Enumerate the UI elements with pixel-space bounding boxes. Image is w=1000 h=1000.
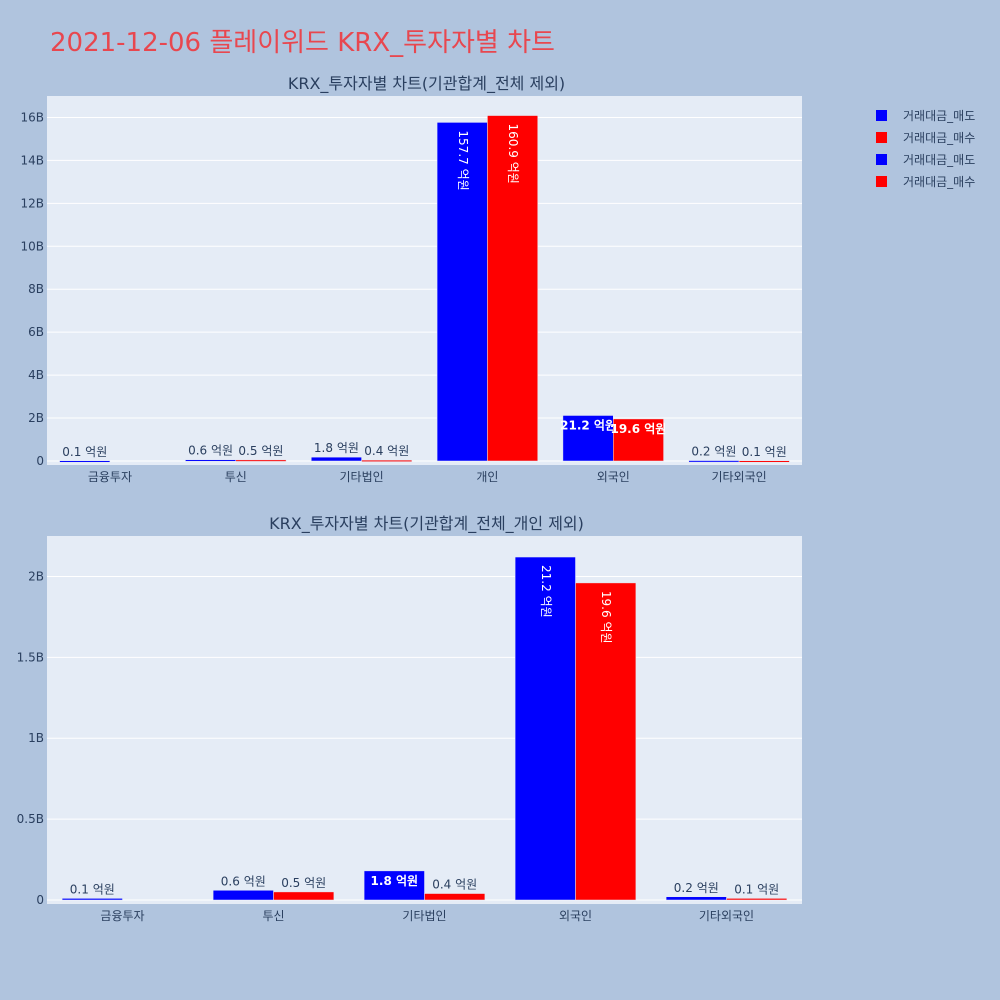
bar [487,115,538,462]
bar [424,893,486,901]
bar [59,460,111,463]
data-label: 21.2 억원 [539,565,553,618]
page-title: 2021-12-06 플레이위드 KRX_투자자별 차트 [50,28,555,58]
data-label: 1.8 억원 [314,441,359,455]
data-label: 160.9 억원 [506,124,520,184]
data-label: 157.7 억원 [456,130,470,190]
y-tick-label: 12B [20,196,44,210]
x-tick-label: 기타법인 [402,909,446,923]
bar [738,460,790,463]
x-tick-label: 금융투자 [100,909,144,923]
bar [185,459,237,462]
bar [688,460,740,463]
y-tick-label: 6B [28,325,44,339]
legend-label: 거래대금_매도 [903,152,976,167]
legend-swatch [876,153,887,165]
data-label: 0.1 억원 [70,882,115,896]
legend-item[interactable]: 거래대금_매도 [876,104,975,126]
y-tick-label: 4B [28,368,44,382]
bar [514,556,576,901]
y-tick-label: 0 [36,454,44,468]
data-label: 0.4 억원 [364,444,409,458]
legend-item[interactable]: 거래대금_매도 [876,148,975,170]
data-label: 0.4 억원 [432,878,477,892]
y-tick-label: 1.5B [17,650,44,664]
data-label: 0.5 억원 [281,876,326,890]
x-tick-label: 개인 [476,470,498,484]
y-tick-label: 2B [28,411,44,425]
y-tick-label: 16B [20,110,44,124]
bar [363,870,425,901]
chart-title: KRX_투자자별 차트(기관합계_전체_개인 제외) [269,514,584,534]
chart-title: KRX_투자자별 차트(기관합계_전체 제외) [288,74,565,94]
y-tick-label: 0.5B [17,812,44,826]
legend-item[interactable]: 거래대금_매수 [876,170,975,192]
x-tick-label: 금융투자 [88,470,132,484]
legend-label: 거래대금_매도 [903,108,976,123]
bar [726,898,788,901]
y-tick-label: 14B [20,153,44,167]
bar [562,415,614,462]
legend-item[interactable]: 거래대금_매수 [876,126,975,148]
legend-label: 거래대금_매수 [903,174,976,189]
y-tick-label: 0 [36,893,44,907]
bar [361,459,413,462]
legend-swatch [876,175,887,187]
bar [61,898,123,901]
bar [665,896,727,901]
legend-label: 거래대금_매수 [903,130,976,145]
legend[interactable]: 거래대금_매도 거래대금_매수 거래대금_매도 거래대금_매수 [876,104,975,192]
x-tick-label: 외국인 [597,470,630,484]
x-tick-label: 기타외국인 [711,470,766,484]
data-label: 0.5 억원 [238,444,283,458]
bar [311,456,362,462]
data-label: 19.6 억원 [599,591,613,644]
data-label: 21.2 억원 [560,418,616,432]
data-label: 1.8 억원 [371,874,419,888]
y-tick-label: 2B [28,569,44,583]
bar [273,891,335,901]
bar [212,890,274,901]
data-label: 0.1 억원 [62,445,107,459]
x-tick-label: 투신 [225,470,247,484]
plot-area [47,96,802,465]
plot-area [47,536,802,904]
y-tick-label: 10B [20,239,44,253]
y-tick-label: 8B [28,282,44,296]
data-label: 0.6 억원 [221,874,266,888]
legend-swatch [876,109,887,121]
bar [575,582,637,901]
y-tick-label: 1B [28,731,44,745]
data-label: 0.1 억원 [742,445,787,459]
x-tick-label: 기타외국인 [699,909,754,923]
bar [436,122,488,462]
data-label: 19.6 억원 [610,422,666,436]
bar [613,418,664,462]
data-label: 0.2 억원 [691,445,736,459]
x-tick-label: 기타법인 [339,470,383,484]
bar [235,459,287,462]
data-label: 0.1 억원 [734,882,779,896]
x-tick-label: 투신 [262,909,284,923]
data-label: 0.2 억원 [674,881,719,895]
legend-swatch [876,131,887,143]
data-label: 0.6 억원 [188,444,233,458]
x-tick-label: 외국인 [559,909,592,923]
